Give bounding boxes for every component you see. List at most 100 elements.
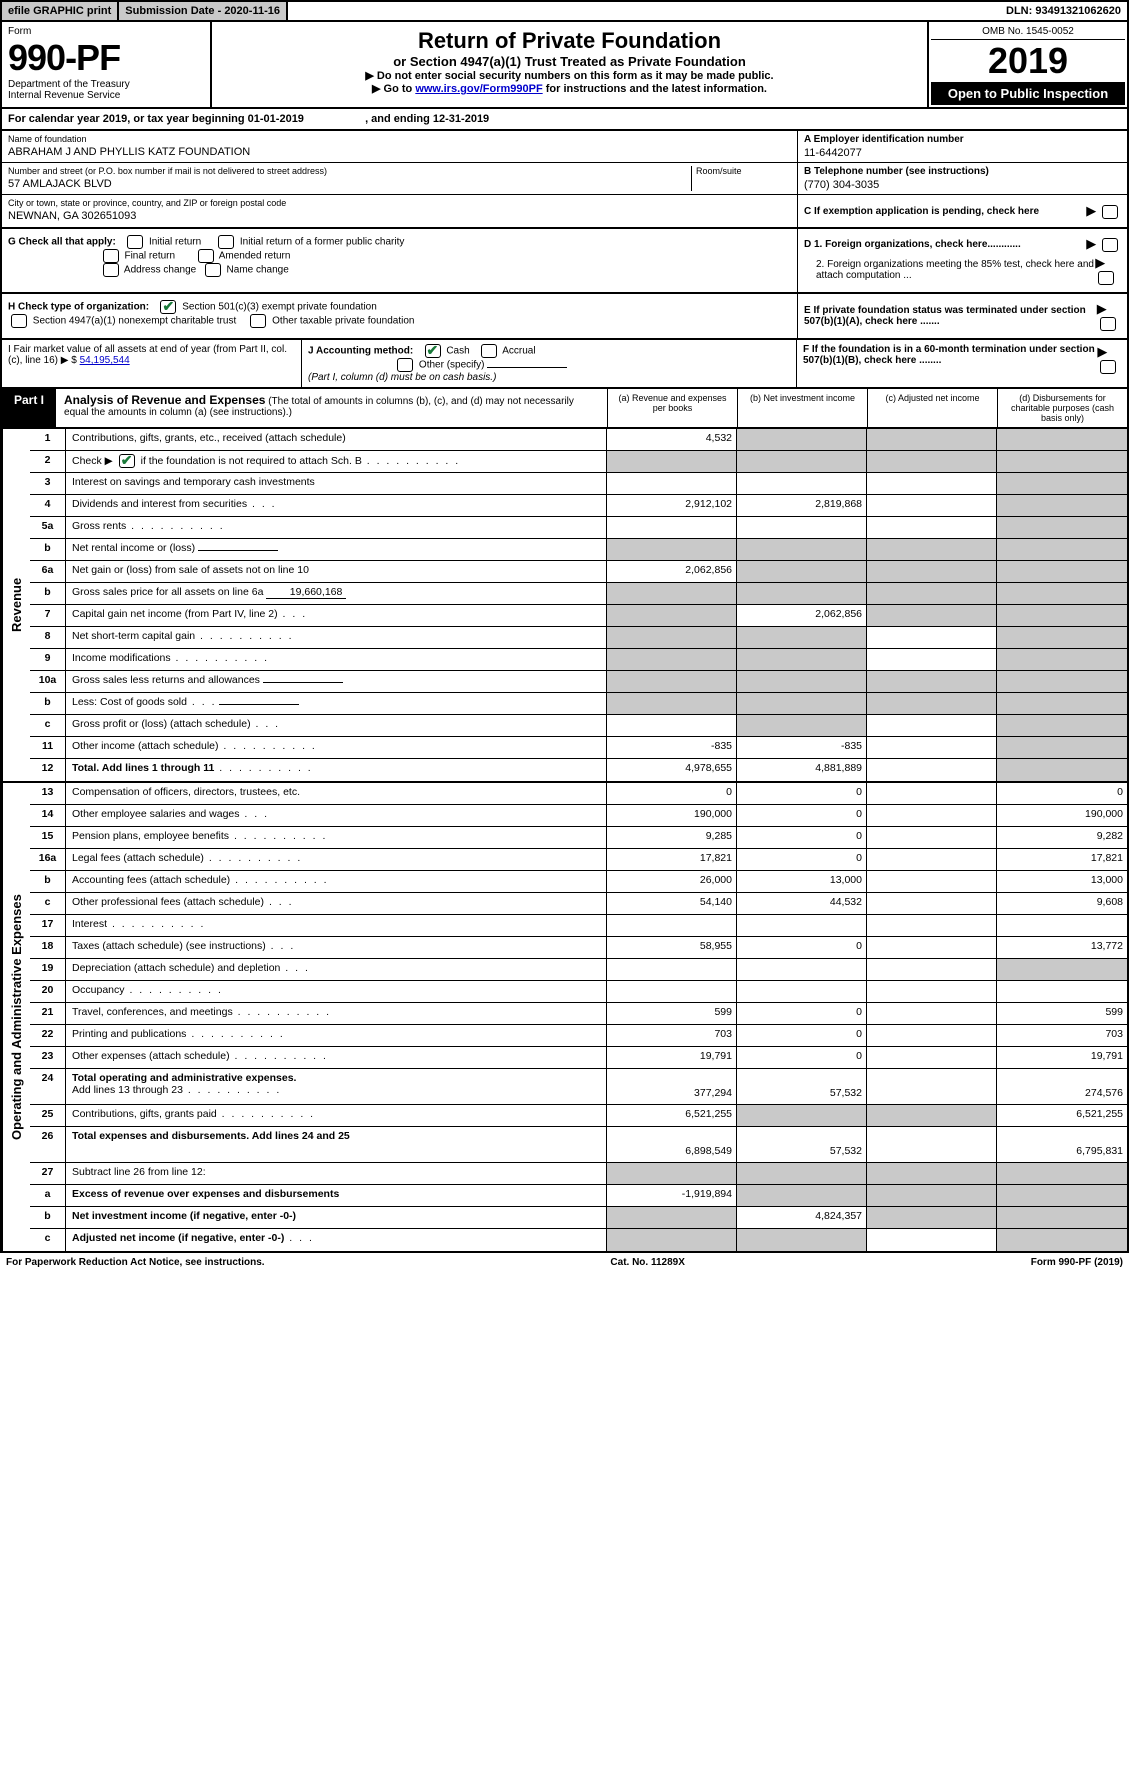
col-c-val (867, 517, 997, 538)
d1-checkbox[interactable] (1102, 238, 1118, 252)
submission-date-button[interactable]: Submission Date - 2020-11-16 (119, 2, 288, 20)
efile-print-button[interactable]: efile GRAPHIC print (2, 2, 119, 20)
col-b-val (737, 671, 867, 692)
other-specify-input[interactable] (487, 367, 567, 368)
row-label: Total expenses and disbursements. Add li… (66, 1127, 607, 1162)
col-c-val (867, 759, 997, 781)
col-a-val: -835 (607, 737, 737, 758)
row-label: Other income (attach schedule) (66, 737, 607, 758)
table-row: cOther professional fees (attach schedul… (30, 893, 1127, 915)
table-row: bNet investment income (if negative, ent… (30, 1207, 1127, 1229)
rental-income-input[interactable] (198, 550, 278, 551)
gross-sales-input[interactable]: 19,660,168 (266, 586, 346, 599)
table-row: cGross profit or (loss) (attach schedule… (30, 715, 1127, 737)
col-c-val (867, 783, 997, 804)
4947a1-checkbox[interactable] (11, 314, 27, 328)
col-d-val (997, 1185, 1127, 1206)
e-checkbox[interactable] (1100, 317, 1116, 331)
col-a-val: 54,140 (607, 893, 737, 914)
col-a-val: 703 (607, 1025, 737, 1046)
row-label: Travel, conferences, and meetings (66, 1003, 607, 1024)
col-b-val (737, 473, 867, 494)
col-c-val (867, 849, 997, 870)
col-d-val: 0 (997, 783, 1127, 804)
address-row: Number and street (or P.O. box number if… (2, 163, 797, 195)
arrow-icon: ▶ (1097, 301, 1107, 317)
row-label: Net gain or (loss) from sale of assets n… (66, 561, 607, 582)
other-method-checkbox[interactable] (397, 358, 413, 372)
col-a-val: 2,062,856 (607, 561, 737, 582)
cash-checkbox[interactable] (425, 344, 441, 358)
check-section-h: H Check type of organization: Section 50… (0, 294, 1129, 340)
f-checkbox[interactable] (1100, 360, 1116, 374)
form-header: Form 990-PF Department of the Treasury I… (0, 22, 1129, 109)
col-d-val (997, 517, 1127, 538)
phone-value: (770) 304-3035 (804, 177, 1121, 191)
col-c-val (867, 1207, 997, 1228)
row-num: b (30, 583, 66, 604)
col-a-val (607, 473, 737, 494)
row-label: Accounting fees (attach schedule) (66, 871, 607, 892)
table-row: 18Taxes (attach schedule) (see instructi… (30, 937, 1127, 959)
row-num: 10a (30, 671, 66, 692)
cogs-input[interactable] (219, 704, 299, 705)
row-label: Gross sales price for all assets on line… (66, 583, 607, 604)
address-change-checkbox[interactable] (103, 263, 119, 277)
col-c-val (867, 561, 997, 582)
initial-return-checkbox[interactable] (127, 235, 143, 249)
table-row: bNet rental income or (loss) (30, 539, 1127, 561)
row-label: Other expenses (attach schedule) (66, 1047, 607, 1068)
table-row: 20Occupancy (30, 981, 1127, 1003)
amended-return-checkbox[interactable] (198, 249, 214, 263)
col-d-val (997, 649, 1127, 670)
col-b-val: -835 (737, 737, 867, 758)
col-b-val (737, 959, 867, 980)
col-b-val (737, 1163, 867, 1184)
row-label: Income modifications (66, 649, 607, 670)
name-change-checkbox[interactable] (205, 263, 221, 277)
col-a-val: 4,978,655 (607, 759, 737, 781)
form-instructions-link[interactable]: www.irs.gov/Form990PF (415, 83, 542, 95)
d2-checkbox[interactable] (1098, 271, 1114, 285)
gross-sales-less-input[interactable] (263, 682, 343, 683)
name-change-label: Name change (227, 265, 289, 276)
col-b-val (737, 715, 867, 736)
col-c-val (867, 915, 997, 936)
col-c-val (867, 737, 997, 758)
col-c-val (867, 1025, 997, 1046)
col-b-val: 13,000 (737, 871, 867, 892)
other-taxable-checkbox[interactable] (250, 314, 266, 328)
table-row: 8Net short-term capital gain (30, 627, 1127, 649)
header-right: OMB No. 1545-0052 2019 Open to Public In… (927, 22, 1127, 107)
col-a-val (607, 671, 737, 692)
table-row: bAccounting fees (attach schedule)26,000… (30, 871, 1127, 893)
col-b-val: 0 (737, 783, 867, 804)
row-num: 2 (30, 451, 66, 472)
col-b-val (737, 561, 867, 582)
accrual-checkbox[interactable] (481, 344, 497, 358)
col-c-val (867, 981, 997, 1002)
city-label: City or town, state or province, country… (8, 198, 791, 208)
col-a-val (607, 693, 737, 714)
col-c-val (867, 893, 997, 914)
sch-b-checkbox[interactable] (119, 454, 135, 468)
col-b-header: (b) Net investment income (737, 389, 867, 427)
row-num: 17 (30, 915, 66, 936)
fmv-row: I Fair market value of all assets at end… (0, 340, 1129, 389)
row-label: Subtract line 26 from line 12: (66, 1163, 607, 1184)
initial-former-label: Initial return of a former public charit… (240, 237, 405, 248)
initial-former-checkbox[interactable] (218, 235, 234, 249)
table-row: 12Total. Add lines 1 through 114,978,655… (30, 759, 1127, 781)
revenue-table: Revenue 1Contributions, gifts, grants, e… (0, 429, 1129, 783)
fmv-value-link[interactable]: 54,195,544 (80, 355, 130, 366)
exemption-checkbox[interactable] (1102, 205, 1118, 219)
initial-return-label: Initial return (149, 237, 201, 248)
arrow-icon: ▶ (1095, 255, 1105, 271)
col-c-val (867, 1069, 997, 1104)
row-num: 16a (30, 849, 66, 870)
final-return-checkbox[interactable] (103, 249, 119, 263)
omb-number: OMB No. 1545-0052 (931, 24, 1125, 40)
501c3-checkbox[interactable] (160, 300, 176, 314)
col-d-val (997, 959, 1127, 980)
row-num: 19 (30, 959, 66, 980)
